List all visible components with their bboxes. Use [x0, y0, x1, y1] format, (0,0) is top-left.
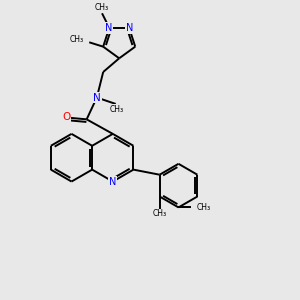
Text: N: N	[93, 92, 101, 103]
Text: N: N	[109, 176, 116, 187]
Text: N: N	[126, 23, 134, 33]
Text: CH₃: CH₃	[197, 203, 211, 212]
Text: CH₃: CH₃	[110, 105, 124, 114]
Text: N: N	[105, 23, 112, 33]
Text: CH₃: CH₃	[153, 209, 167, 218]
Text: O: O	[62, 112, 70, 122]
Text: CH₃: CH₃	[95, 3, 109, 12]
Text: CH₃: CH₃	[69, 35, 83, 44]
